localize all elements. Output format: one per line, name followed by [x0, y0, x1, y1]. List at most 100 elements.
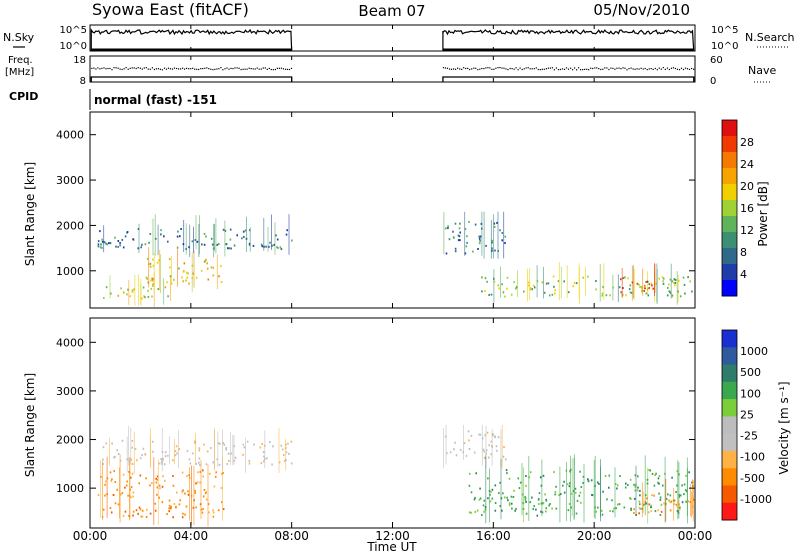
echo-cell	[675, 503, 678, 506]
echo-cell	[139, 474, 142, 477]
echo-cell	[453, 448, 455, 451]
echo-cell	[172, 516, 174, 519]
echo-cell	[494, 509, 497, 512]
freq-point	[167, 67, 170, 69]
colorbar-segment	[722, 364, 737, 383]
echo-cell	[138, 506, 141, 509]
echo-cell	[591, 494, 594, 497]
freq-point	[216, 68, 218, 70]
echo-cell	[519, 481, 522, 484]
echo-cell	[162, 457, 164, 460]
nsky-trace-0	[90, 28, 293, 52]
echo-cell	[183, 262, 186, 265]
echo-cell	[671, 280, 674, 283]
freq-point	[125, 67, 127, 69]
echo-cell	[131, 290, 134, 293]
freq-point	[200, 68, 202, 70]
colorbar-segment	[722, 450, 737, 469]
echo-cell	[523, 290, 525, 293]
echo-cell	[528, 476, 530, 479]
freq-point	[171, 68, 174, 70]
echo-cell	[494, 502, 497, 504]
echo-cell	[167, 240, 169, 243]
nsearch-tick-top: 10^5	[711, 25, 738, 36]
freq-point	[592, 67, 594, 70]
echo-cell	[149, 512, 152, 515]
echo-cell	[512, 496, 515, 498]
freq-point	[618, 67, 620, 69]
freq-point	[642, 68, 644, 70]
echo-cell	[217, 442, 220, 445]
freq-point	[274, 68, 276, 71]
echo-cell	[681, 484, 683, 487]
echo-cell	[166, 513, 168, 516]
echo-cell	[525, 484, 527, 487]
freq-point	[236, 67, 238, 69]
echo-cell	[657, 477, 660, 480]
freq-point	[638, 68, 640, 70]
echo-cell	[535, 508, 537, 511]
freq-point	[574, 67, 576, 69]
echo-cell	[114, 502, 117, 505]
echo-cell	[633, 511, 635, 514]
echo-cell	[218, 243, 220, 245]
echo-cell	[266, 457, 268, 460]
echo-cell	[655, 472, 657, 475]
echo-cell	[198, 461, 200, 464]
echo-cell	[554, 289, 556, 292]
freq-point	[602, 68, 604, 70]
echo-cell	[151, 277, 153, 280]
echo-cell	[110, 511, 113, 514]
echo-cell	[149, 262, 152, 265]
echo-cell	[507, 499, 509, 502]
echo-cell	[482, 504, 485, 507]
echo-cell	[651, 494, 653, 496]
echo-cell	[108, 242, 110, 245]
echo-cell	[503, 496, 506, 499]
freq-point	[469, 68, 471, 71]
echo-cell	[144, 296, 146, 299]
freq-point	[139, 67, 141, 69]
echo-cell	[653, 494, 655, 497]
freq-point	[614, 68, 616, 70]
echo-cell	[569, 470, 571, 473]
freq-point	[184, 68, 186, 70]
freq-point	[656, 69, 658, 71]
echo-cell	[202, 495, 205, 498]
echo-cell	[657, 509, 659, 512]
colorbar-segment	[722, 485, 737, 504]
echo-cell	[158, 259, 160, 262]
echo-cell	[463, 442, 466, 445]
echo-cell	[185, 271, 188, 274]
power-colorbar-label: Power [dB]	[756, 181, 770, 246]
echo-cell	[569, 482, 571, 485]
echo-cell	[468, 220, 470, 223]
echo-cell	[122, 514, 125, 517]
echo-cell	[97, 245, 100, 248]
echo-cell	[608, 474, 611, 477]
echo-cell	[647, 294, 650, 297]
echo-cell	[490, 490, 492, 493]
echo-cell	[139, 508, 142, 511]
freq-point	[109, 67, 111, 70]
echo-cell	[175, 445, 178, 448]
echo-cell	[478, 498, 481, 501]
freq-point	[658, 67, 660, 69]
echo-cell	[181, 516, 184, 519]
freq-point	[471, 68, 473, 70]
echo-cell	[629, 478, 632, 481]
echo-cell	[280, 444, 283, 447]
colorbar-tick-label: 24	[740, 158, 754, 171]
echo-cell	[482, 448, 485, 451]
echo-cell	[668, 290, 670, 293]
echo-cell	[269, 241, 271, 244]
echo-cell	[605, 294, 608, 297]
echo-cell	[122, 291, 125, 294]
echo-cell	[644, 284, 646, 287]
echo-cell	[133, 288, 135, 291]
echo-cell	[206, 262, 208, 265]
colorbar-tick-label: 500	[740, 366, 761, 379]
freq-label-line1: Freq.	[8, 55, 33, 66]
echo-cell	[501, 232, 504, 234]
echo-cell	[127, 494, 129, 497]
